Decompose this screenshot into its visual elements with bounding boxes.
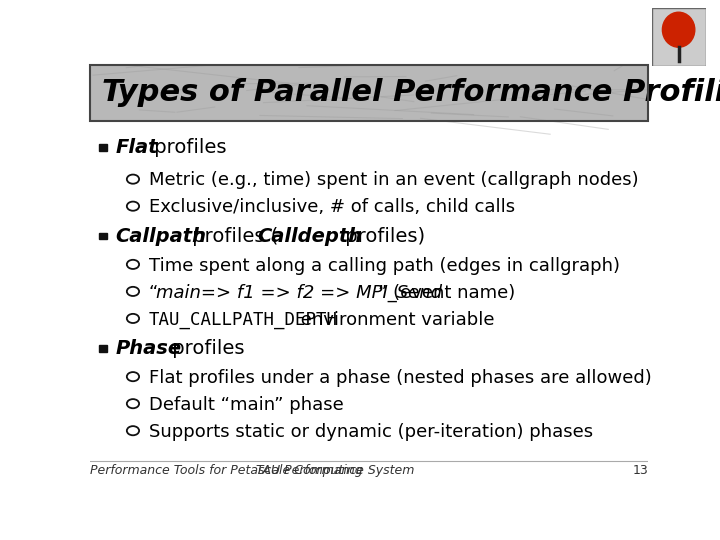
Text: Flat: Flat <box>115 138 158 158</box>
Text: Time spent along a calling path (edges in callgraph): Time spent along a calling path (edges i… <box>148 256 620 275</box>
Text: “: “ <box>148 284 158 302</box>
Polygon shape <box>99 345 107 352</box>
Circle shape <box>662 12 695 47</box>
Text: 13: 13 <box>632 464 648 477</box>
Text: profiles): profiles) <box>338 227 425 246</box>
Text: Callpath: Callpath <box>115 227 206 246</box>
Text: main=> f1 => f2 => MPI_Send: main=> f1 => f2 => MPI_Send <box>156 284 442 302</box>
Text: Calldepth: Calldepth <box>257 227 362 246</box>
Text: ” (event name): ” (event name) <box>377 284 515 302</box>
Text: profiles: profiles <box>166 339 245 359</box>
Text: Performance Tools for Petascale Computing: Performance Tools for Petascale Computin… <box>90 464 363 477</box>
Polygon shape <box>99 144 107 151</box>
Text: Types of Parallel Performance Profiling: Types of Parallel Performance Profiling <box>102 78 720 107</box>
Text: Phase: Phase <box>115 339 181 359</box>
Text: Supports static or dynamic (per-iteration) phases: Supports static or dynamic (per-iteratio… <box>148 423 593 441</box>
Text: TAU_CALLPATH_DEPTH: TAU_CALLPATH_DEPTH <box>148 310 338 329</box>
Text: profiles: profiles <box>148 138 227 158</box>
Text: Exclusive/inclusive, # of calls, child calls: Exclusive/inclusive, # of calls, child c… <box>148 198 515 217</box>
Text: environment variable: environment variable <box>295 310 495 329</box>
Text: Flat profiles under a phase (nested phases are allowed): Flat profiles under a phase (nested phas… <box>148 369 652 387</box>
Text: TAU Performance System: TAU Performance System <box>256 464 415 477</box>
Text: Metric (e.g., time) spent in an event (callgraph nodes): Metric (e.g., time) spent in an event (c… <box>148 171 638 190</box>
FancyBboxPatch shape <box>90 65 648 121</box>
Polygon shape <box>99 233 107 239</box>
Text: Default “main” phase: Default “main” phase <box>148 396 343 414</box>
Text: profiles (: profiles ( <box>186 227 278 246</box>
FancyBboxPatch shape <box>652 8 706 66</box>
